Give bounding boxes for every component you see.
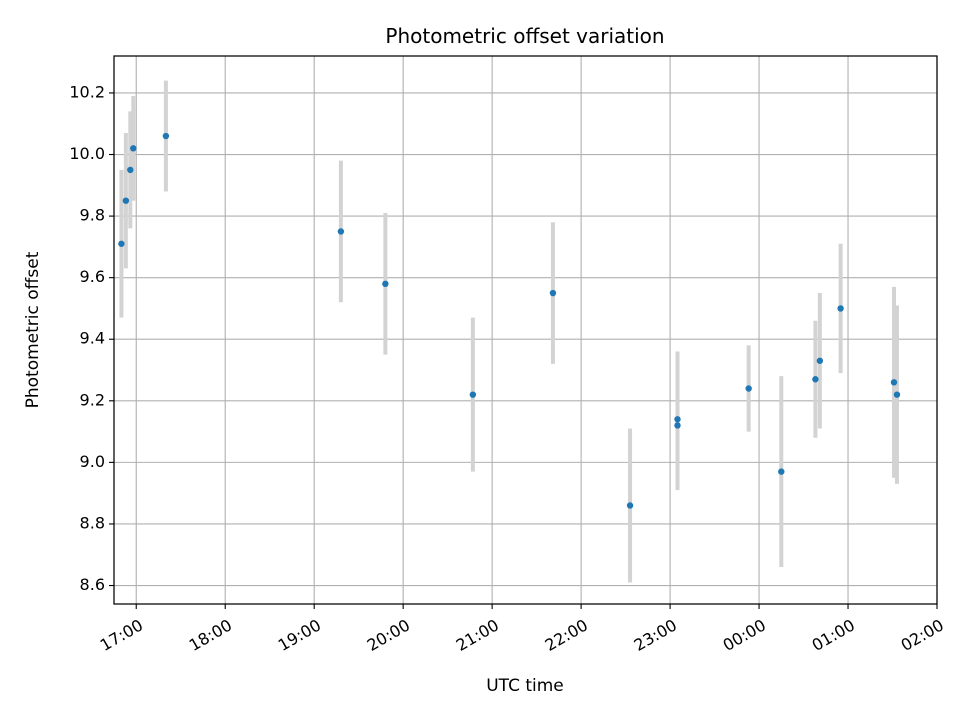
x-axis-title: UTC time	[486, 676, 564, 696]
chart-title: Photometric offset variation	[385, 24, 664, 48]
data-point	[469, 391, 477, 398]
y-axis-title: Photometric offset	[23, 251, 43, 408]
data-point	[130, 145, 137, 152]
y-tick-label: 9.8	[80, 206, 105, 225]
data-point	[778, 468, 785, 475]
y-tick-label: 8.6	[80, 575, 105, 594]
data-point	[837, 305, 844, 312]
data-point	[674, 416, 681, 423]
data-point	[812, 376, 819, 383]
data-point	[382, 280, 389, 288]
data-point	[337, 228, 345, 235]
data-point	[893, 391, 901, 398]
data-point	[890, 379, 898, 386]
y-tick-label: 8.8	[80, 513, 105, 532]
data-point	[122, 197, 130, 204]
data-point	[816, 357, 824, 364]
data-point	[674, 422, 681, 429]
y-tick-label: 10.2	[69, 82, 105, 101]
data-point	[745, 385, 752, 392]
y-tick-label: 9.6	[80, 267, 105, 286]
data-point	[549, 289, 557, 297]
data-points	[118, 132, 901, 509]
y-tick-label: 9.0	[80, 452, 105, 471]
y-tick-label: 10.0	[69, 144, 105, 163]
y-tick-label: 9.4	[80, 329, 105, 348]
data-point	[127, 166, 134, 174]
plot-frame	[113, 55, 938, 605]
data-point	[118, 240, 125, 247]
y-tick-label: 9.2	[80, 390, 105, 409]
data-point	[162, 132, 170, 140]
data-point	[626, 502, 634, 509]
